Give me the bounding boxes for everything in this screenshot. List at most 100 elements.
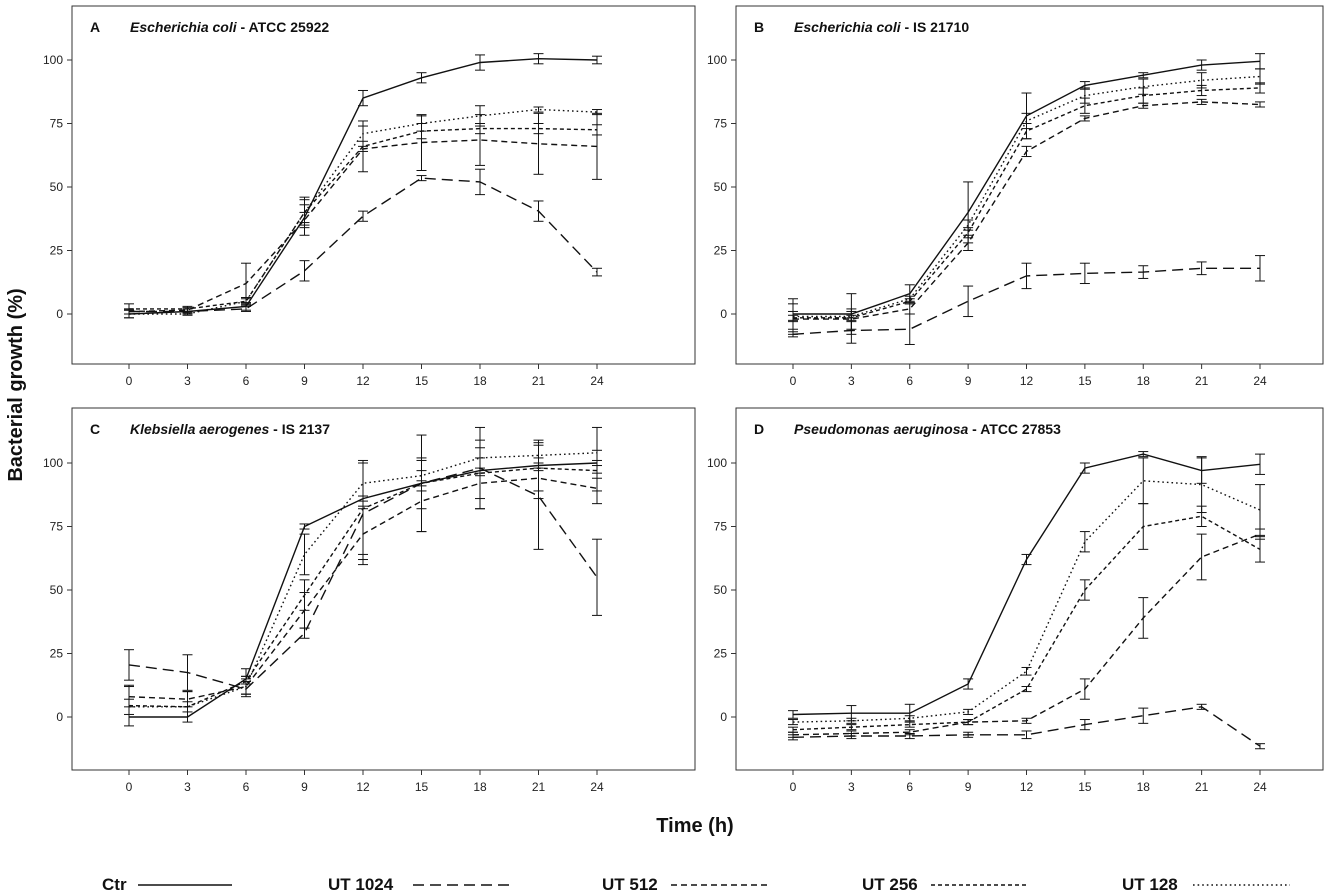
x-tick-label: 12 <box>356 374 370 388</box>
y-tick-label: 50 <box>714 583 728 597</box>
x-tick-label: 15 <box>1078 780 1092 794</box>
error-bar <box>788 726 798 733</box>
series-ctr <box>788 451 1265 723</box>
error-bar <box>1138 451 1149 458</box>
series-ut-1024 <box>788 255 1265 345</box>
panel-c: 0 25 50 75 100 0 3 6 9 12 15 18 21 24 C Klebsiella aero… <box>43 407 696 794</box>
x-tick-label: 6 <box>243 374 250 388</box>
series-ut-1024 <box>788 703 1265 750</box>
x-tick-label: 0 <box>790 780 797 794</box>
series-line <box>792 515 1261 731</box>
x-tick-label: 0 <box>126 780 133 794</box>
error-bar <box>788 710 798 719</box>
y-tick-label: 75 <box>714 520 728 534</box>
y-tick-label: 25 <box>50 647 64 661</box>
error-bar <box>1021 666 1032 676</box>
error-bar <box>358 89 368 107</box>
series-ut-128 <box>124 105 602 319</box>
panel-title-organism: Escherichia coli <box>794 19 902 35</box>
y-tick-label: 100 <box>707 53 727 67</box>
series-line <box>792 480 1261 723</box>
error-bar <box>963 731 974 738</box>
legend-label: UT 512 <box>602 875 658 894</box>
error-bar <box>1021 145 1032 158</box>
chart-panels: 0 25 50 75 100 0 3 6 9 12 15 18 21 24 A Escherichia col… <box>43 5 1324 794</box>
error-bar <box>475 54 485 71</box>
error-bar <box>533 200 544 222</box>
panel-title: Pseudomonas aeruginosa - ATCC 27853 <box>794 421 1061 437</box>
error-bar <box>1079 115 1090 122</box>
x-tick-label: 9 <box>965 374 972 388</box>
series-line <box>129 177 598 313</box>
plot-frame <box>735 5 1324 365</box>
panel-title-strain: - IS 21710 <box>901 19 970 35</box>
x-tick-label: 18 <box>1137 374 1151 388</box>
error-bar <box>124 309 134 319</box>
x-tick-label: 18 <box>473 780 487 794</box>
error-bar <box>182 654 193 691</box>
y-tick-label: 50 <box>50 180 64 194</box>
y-tick-label: 25 <box>714 244 728 258</box>
error-bar <box>1255 484 1265 536</box>
y-tick-label: 0 <box>56 307 63 321</box>
legend-label: UT 256 <box>862 875 918 894</box>
error-bar <box>124 649 134 681</box>
legend-item-ut-256: UT 256 <box>862 875 1028 894</box>
error-bar <box>904 295 915 302</box>
error-bar <box>1255 743 1265 750</box>
error-bar <box>182 312 193 316</box>
panel-letter: D <box>754 421 764 437</box>
error-bar <box>904 729 915 736</box>
x-tick-label: 24 <box>590 374 604 388</box>
y-tick-label: 75 <box>50 520 64 534</box>
error-bar <box>846 310 857 323</box>
error-bar <box>788 719 798 726</box>
x-tick-label: 12 <box>1020 374 1034 388</box>
error-bar <box>1196 261 1207 276</box>
error-bar <box>1196 59 1207 71</box>
legend-item-ut-128: UT 128 <box>1122 875 1290 894</box>
error-bar <box>1079 462 1090 474</box>
series-line <box>792 706 1261 747</box>
x-tick-label: 9 <box>301 780 308 794</box>
error-bar <box>1138 72 1149 79</box>
legend: Ctr UT 1024 UT 512 UT 256 UT 128 <box>102 875 1290 894</box>
legend-item-ut-512: UT 512 <box>602 875 768 894</box>
error-bar <box>963 719 974 726</box>
error-bar <box>1196 703 1207 710</box>
error-bar <box>182 701 193 713</box>
error-bar <box>1079 87 1090 104</box>
error-bar <box>358 210 368 222</box>
error-bar <box>124 698 134 715</box>
y-tick-label: 100 <box>43 53 63 67</box>
y-tick-label: 25 <box>50 244 64 258</box>
error-bar <box>1079 678 1090 700</box>
x-tick-label: 9 <box>301 374 308 388</box>
error-bar <box>1021 730 1032 740</box>
error-bar <box>592 426 602 479</box>
x-tick-label: 24 <box>590 780 604 794</box>
x-tick-label: 15 <box>415 374 429 388</box>
panel-letter: C <box>90 421 100 437</box>
panel-title: Escherichia coli - ATCC 25922 <box>130 19 329 35</box>
series-ut-128 <box>124 426 602 715</box>
error-bar <box>1196 98 1207 105</box>
x-tick-label: 3 <box>848 374 855 388</box>
y-tick-label: 100 <box>707 456 727 470</box>
legend-label: Ctr <box>102 875 127 894</box>
error-bar <box>904 715 915 722</box>
plot-frame <box>735 407 1324 771</box>
error-bar <box>416 72 427 84</box>
error-bar <box>475 105 485 127</box>
x-tick-label: 15 <box>1078 374 1092 388</box>
panel-title-organism: Klebsiella aerogenes <box>130 421 270 437</box>
series-ut-256 <box>788 503 1265 733</box>
error-bar <box>1255 536 1265 563</box>
y-tick-label: 75 <box>714 117 728 131</box>
error-bar <box>1138 78 1149 95</box>
error-bar <box>299 260 310 282</box>
error-bar <box>533 123 544 135</box>
legend-item-ctr: Ctr <box>102 875 232 894</box>
x-tick-label: 21 <box>532 374 546 388</box>
error-bar <box>592 124 602 136</box>
